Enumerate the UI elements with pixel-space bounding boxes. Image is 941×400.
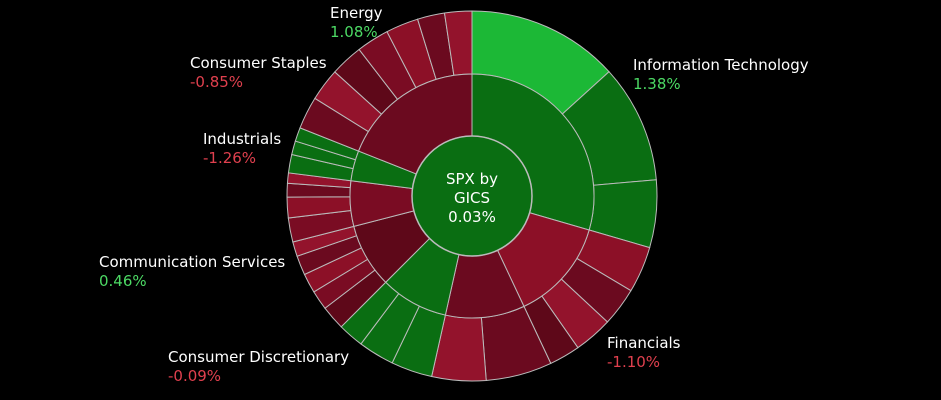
sector-change: 0.46% (99, 272, 147, 290)
sector-name: Information Technology (633, 56, 809, 74)
sector-name: Communication Services (99, 253, 286, 271)
label-industrials: Industrials -1.26% (203, 130, 281, 168)
sector-change: 1.08% (330, 23, 378, 41)
sector-name: Energy (330, 4, 383, 22)
sector-name: Consumer Discretionary (168, 348, 350, 366)
label-energy: Energy 1.08% (330, 4, 383, 42)
center-value: 0.03% (448, 208, 496, 226)
label-information-technology: Information Technology 1.38% (633, 56, 809, 94)
center-title-line1: SPX by (446, 170, 498, 188)
label-consumer-staples: Consumer Staples -0.85% (190, 54, 327, 92)
label-communication-services: Communication Services 0.46% (99, 253, 285, 291)
sector-name: Financials (607, 334, 681, 352)
sector-change: -1.26% (203, 149, 257, 167)
sector-name: Consumer Staples (190, 54, 327, 72)
sector-change: -1.10% (607, 353, 661, 371)
sector-name: Industrials (203, 130, 282, 148)
sector-change: -0.09% (168, 367, 222, 385)
sector-change: -0.85% (190, 73, 244, 91)
sector-change: 1.38% (633, 75, 681, 93)
label-financials: Financials -1.10% (607, 334, 681, 372)
label-consumer-discretionary: Consumer Discretionary -0.09% (168, 348, 349, 386)
outer-ring (286, 10, 658, 382)
center-circle (411, 135, 533, 257)
center-title-line2: GICS (454, 189, 490, 207)
middle-ring (349, 73, 595, 319)
